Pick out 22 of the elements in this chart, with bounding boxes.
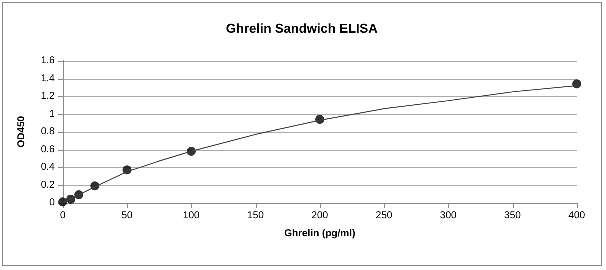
x-tick-label: 200 (312, 210, 329, 222)
chart-title: Ghrelin Sandwich ELISA (226, 21, 378, 36)
y-tick-label: 1 (49, 108, 56, 120)
y-tick-label: 1.6 (41, 56, 56, 66)
x-tick-label: 150 (247, 210, 265, 222)
y-tick-label: 0 (49, 198, 56, 208)
x-tick-label: 50 (122, 210, 134, 222)
point (572, 80, 582, 89)
x-tick-label: 100 (183, 210, 200, 222)
y-tick-label: 1.2 (41, 91, 56, 102)
x-tick-label: 250 (376, 210, 394, 222)
x-tick-label: 350 (504, 210, 522, 222)
y-tick-label: 0.8 (41, 126, 56, 138)
x-tick-label: 0 (60, 210, 66, 222)
x-tick-label: 300 (440, 210, 458, 222)
x-axis-title: Ghrelin (pg/ml) (284, 228, 356, 240)
x-tick-label: 400 (568, 210, 586, 222)
y-tick-label: 0.6 (41, 144, 56, 156)
y-axis-title: OD450 (16, 116, 28, 148)
y-tick-label: 0.2 (41, 180, 56, 191)
y-tick-label: 0.4 (41, 162, 56, 173)
y-tick-label: 1.4 (41, 73, 56, 84)
